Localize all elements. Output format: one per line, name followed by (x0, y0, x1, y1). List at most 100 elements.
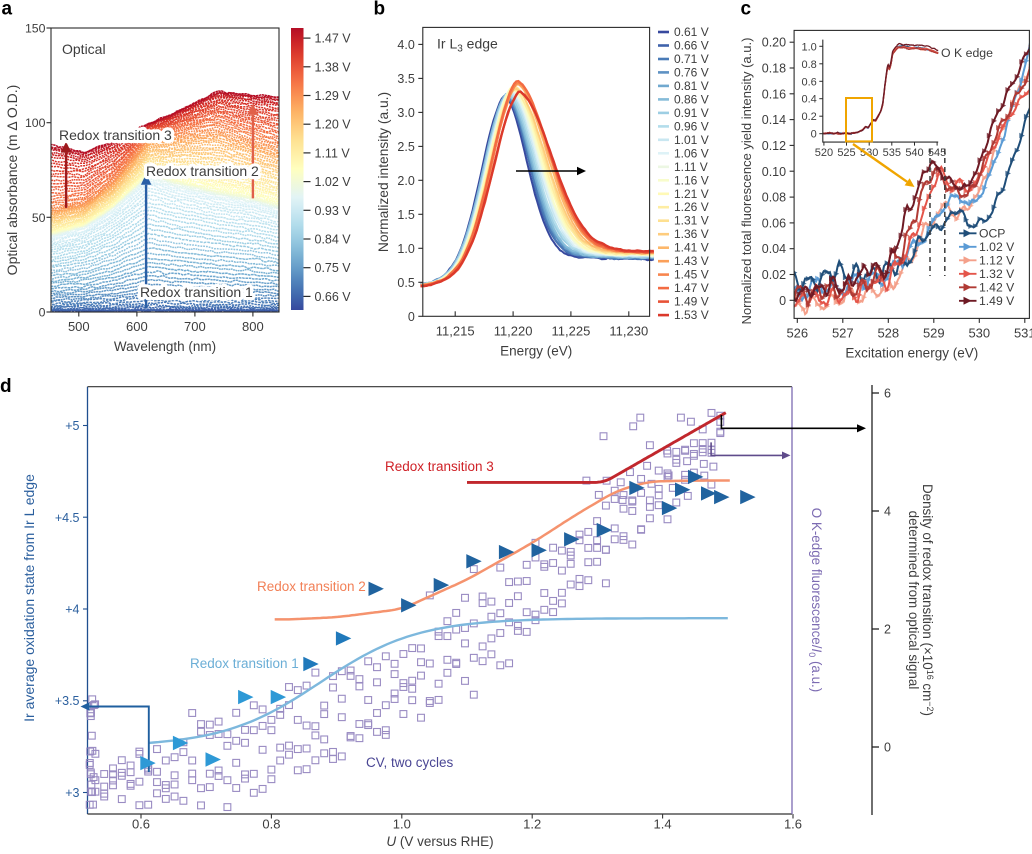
svg-text:4.0: 4.0 (397, 38, 414, 52)
svg-text:0.08: 0.08 (762, 191, 786, 205)
svg-text:+4.5: +4.5 (55, 511, 80, 525)
svg-text:1.41 V: 1.41 V (674, 241, 709, 255)
svg-text:a: a (2, 0, 13, 20)
svg-text:Normalized intensity (a.u.): Normalized intensity (a.u.) (376, 92, 391, 252)
svg-text:1.11 V: 1.11 V (315, 146, 351, 160)
svg-text:150: 150 (25, 22, 46, 36)
svg-text:525: 525 (837, 147, 855, 159)
svg-text:800: 800 (242, 319, 264, 334)
svg-text:0.93 V: 0.93 V (315, 204, 352, 218)
svg-text:529: 529 (923, 325, 945, 340)
svg-text:O K-edge fluorescence/I0 (a.u.: O K-edge fluorescence/I0 (a.u.) (807, 508, 824, 692)
svg-text:0.66 V: 0.66 V (674, 39, 709, 53)
svg-text:0.81 V: 0.81 V (674, 79, 709, 93)
svg-text:U (V versus RHE): U (V versus RHE) (386, 834, 493, 849)
svg-text:1.49 V: 1.49 V (674, 295, 709, 309)
svg-text:1.53 V: 1.53 V (674, 308, 709, 322)
svg-text:0.8: 0.8 (802, 59, 817, 71)
svg-text:0: 0 (39, 306, 46, 320)
svg-text:1.20 V: 1.20 V (315, 118, 352, 132)
svg-text:600: 600 (126, 319, 148, 334)
svg-text:Ir L3 edge: Ir L3 edge (437, 36, 498, 55)
svg-text:545: 545 (928, 147, 946, 159)
svg-text:530: 530 (860, 147, 878, 159)
svg-text:0.06: 0.06 (762, 216, 786, 230)
svg-text:11,225: 11,225 (552, 323, 591, 338)
svg-text:1.49 V: 1.49 V (979, 294, 1015, 308)
svg-text:Optical absorbance (m Δ O.D.): Optical absorbance (m Δ O.D.) (4, 85, 20, 276)
svg-text:1.0: 1.0 (397, 242, 414, 256)
svg-text:0.6: 0.6 (132, 817, 150, 832)
svg-text:0.75 V: 0.75 V (315, 261, 352, 275)
svg-text:3.5: 3.5 (397, 72, 414, 86)
svg-text:0.66 V: 0.66 V (315, 290, 352, 304)
svg-text:0: 0 (884, 741, 891, 755)
svg-text:0.4: 0.4 (802, 94, 817, 106)
svg-text:Wavelength (nm): Wavelength (nm) (114, 339, 216, 354)
svg-text:540: 540 (905, 147, 923, 159)
svg-text:530: 530 (968, 325, 990, 340)
svg-text:1.36 V: 1.36 V (674, 227, 709, 241)
svg-text:1.29 V: 1.29 V (315, 89, 352, 103)
svg-text:11,215: 11,215 (436, 323, 475, 338)
svg-text:determined from optical signal: determined from optical signal (906, 511, 921, 690)
svg-text:Redox transition 3: Redox transition 3 (59, 127, 172, 143)
svg-text:1.38 V: 1.38 V (315, 60, 352, 74)
svg-text:+3.5: +3.5 (55, 694, 80, 708)
svg-text:535: 535 (883, 147, 901, 159)
svg-text:1.6: 1.6 (784, 817, 802, 832)
svg-text:1.42 V: 1.42 V (979, 281, 1015, 295)
svg-text:0.8: 0.8 (262, 817, 280, 832)
svg-text:0.5: 0.5 (397, 276, 414, 290)
svg-text:0.71 V: 0.71 V (674, 52, 709, 66)
svg-text:0.02: 0.02 (762, 268, 786, 282)
svg-text:500: 500 (68, 319, 90, 334)
svg-text:+4: +4 (65, 603, 79, 617)
svg-text:0.2: 0.2 (802, 111, 817, 123)
svg-text:1.26 V: 1.26 V (674, 200, 709, 214)
svg-text:1.06 V: 1.06 V (674, 146, 709, 160)
svg-text:OCP: OCP (979, 227, 1005, 241)
svg-text:531: 531 (1014, 325, 1032, 340)
svg-text:0: 0 (408, 310, 415, 324)
svg-text:1.4: 1.4 (654, 817, 672, 832)
svg-text:Excitation energy (eV): Excitation energy (eV) (845, 345, 978, 360)
svg-text:1.45 V: 1.45 V (674, 268, 709, 282)
svg-text:3.0: 3.0 (397, 106, 414, 120)
svg-text:0: 0 (811, 129, 817, 141)
svg-text:0.12: 0.12 (762, 139, 786, 153)
svg-text:1.43 V: 1.43 V (674, 254, 709, 268)
svg-text:d: d (0, 376, 12, 397)
svg-text:0.14: 0.14 (762, 113, 786, 127)
svg-text:Redox transition 2: Redox transition 2 (146, 163, 259, 179)
svg-text:1.2: 1.2 (523, 817, 541, 832)
svg-text:528: 528 (877, 325, 899, 340)
svg-text:1.11 V: 1.11 V (674, 160, 708, 174)
svg-text:1.5: 1.5 (397, 208, 414, 222)
svg-text:1.02 V: 1.02 V (315, 175, 352, 189)
svg-text:0.84 V: 0.84 V (315, 233, 352, 247)
svg-text:11,220: 11,220 (494, 323, 533, 338)
svg-text:11,230: 11,230 (609, 323, 648, 338)
svg-text:0.6: 0.6 (802, 76, 817, 88)
svg-text:b: b (374, 0, 386, 20)
svg-text:+5: +5 (65, 419, 79, 433)
svg-text:Energy (eV): Energy (eV) (500, 343, 572, 358)
svg-text:CV, two cycles: CV, two cycles (366, 755, 454, 770)
svg-text:0.91 V: 0.91 V (674, 106, 709, 120)
svg-text:Density of redox transition (×: Density of redox transition (×1016 cm−2) (920, 484, 935, 716)
svg-text:0: 0 (779, 294, 786, 308)
svg-text:0.86 V: 0.86 V (674, 92, 709, 106)
svg-text:50: 50 (32, 211, 46, 225)
svg-text:1.16 V: 1.16 V (674, 173, 709, 187)
svg-text:700: 700 (184, 319, 206, 334)
svg-text:Redox transition 3: Redox transition 3 (385, 459, 494, 474)
svg-text:c: c (741, 0, 752, 20)
svg-text:2.0: 2.0 (397, 174, 414, 188)
svg-text:1.12 V: 1.12 V (979, 254, 1015, 268)
svg-text:Redox transition 2: Redox transition 2 (257, 579, 366, 594)
svg-text:0.16: 0.16 (762, 87, 786, 101)
svg-text:520: 520 (815, 147, 833, 159)
svg-text:1.47 V: 1.47 V (315, 32, 352, 46)
svg-text:1.47 V: 1.47 V (674, 281, 709, 295)
